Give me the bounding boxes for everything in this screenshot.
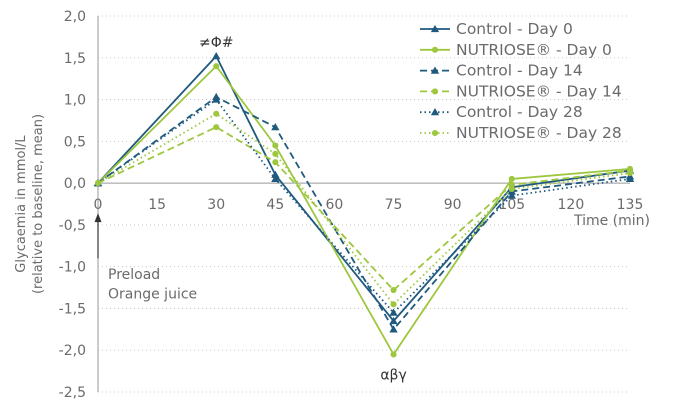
data-point <box>272 142 279 149</box>
series-path <box>97 96 631 331</box>
legend-item: NUTRIOSE® - Day 28 <box>420 124 622 142</box>
y-tick-labels: 2,0 1,5 1,0 0,5 0,0 -0,5 -1,0 -1,5 -2,0 -2,5 <box>59 9 86 401</box>
y-tick-label: -2,5 <box>59 385 86 401</box>
data-point <box>213 124 220 131</box>
x-tick-label: 120 <box>558 197 585 213</box>
y-axis-label-line1: Glycaemia in mmol/L <box>14 135 29 273</box>
y-axis-label: Glycaemia in mmol/L (relative to baselin… <box>14 114 46 294</box>
data-point <box>390 351 397 358</box>
data-point <box>212 51 221 60</box>
x-tick-label: 30 <box>207 197 225 213</box>
y-tick-label: -1,0 <box>59 260 86 276</box>
data-point <box>430 66 440 74</box>
data-point <box>213 110 220 117</box>
series-lines <box>93 51 635 358</box>
grid-lines <box>98 15 630 393</box>
x-tick-label: 90 <box>444 197 462 213</box>
data-point <box>212 95 221 103</box>
legend-label: Control - Day 14 <box>456 62 583 80</box>
legend-label: Control - Day 28 <box>456 103 583 121</box>
y-tick-label: 1,0 <box>64 93 86 109</box>
y-tick-label: 0,5 <box>64 134 86 150</box>
x-tick-label: 15 <box>148 197 166 213</box>
data-point <box>625 174 635 183</box>
series-line <box>94 124 634 294</box>
x-tick-label: 0 <box>94 197 103 213</box>
x-tick-label: 60 <box>326 197 344 213</box>
data-point <box>271 122 280 131</box>
y-axis-label-line2: (relative to baseline, mean) <box>31 114 46 294</box>
series-path <box>97 126 631 291</box>
x-tick-label: 45 <box>266 197 284 213</box>
data-point <box>271 174 280 183</box>
data-point <box>431 129 439 137</box>
series-path <box>97 65 631 356</box>
data-point <box>626 170 634 177</box>
data-point <box>508 175 515 182</box>
legend-item: Control - Day 14 <box>420 62 583 80</box>
x-tick-label: 75 <box>385 197 403 213</box>
series-path <box>97 55 631 322</box>
data-point <box>431 88 439 95</box>
x-tick-label: 135 <box>617 197 644 213</box>
legend-label: NUTRIOSE® - Day 0 <box>456 41 612 59</box>
legend-label: Control - Day 0 <box>456 20 573 38</box>
legend-item: NUTRIOSE® - Day 14 <box>420 82 622 100</box>
legend-label: NUTRIOSE® - Day 14 <box>456 82 622 100</box>
x-tick-label: 105 <box>498 197 525 213</box>
y-tick-label: 1,5 <box>64 51 86 67</box>
y-tick-label: 0,0 <box>64 176 86 192</box>
data-point <box>272 159 279 166</box>
data-point <box>431 46 439 53</box>
data-point <box>508 185 515 193</box>
x-axis-label: Time (min) <box>573 213 650 229</box>
data-point <box>272 150 279 157</box>
legend-label: NUTRIOSE® - Day 28 <box>456 124 622 142</box>
data-point <box>390 287 397 294</box>
series-line <box>94 110 634 308</box>
data-point <box>271 170 280 178</box>
y-tick-label: -2,0 <box>59 343 86 359</box>
series-path <box>97 98 631 314</box>
data-point <box>94 180 102 187</box>
preload-arrow-head <box>94 213 102 223</box>
legend: Control - Day 0 NUTRIOSE® - Day 0 Control … <box>420 20 622 142</box>
y-tick-label: -1,5 <box>59 301 86 317</box>
preload-label: Preload <box>108 267 160 283</box>
orange-juice-label: Orange juice <box>108 286 197 302</box>
legend-item: Control - Day 28 <box>420 103 583 121</box>
data-point <box>389 308 398 316</box>
peak-significance-label: ≠Φ# <box>199 35 233 51</box>
legend-item: NUTRIOSE® - Day 0 <box>420 41 612 59</box>
data-point <box>213 63 220 70</box>
y-tick-label: -0,5 <box>59 218 86 234</box>
data-point <box>389 325 398 333</box>
data-point <box>390 301 397 308</box>
series-path <box>97 112 631 306</box>
annotations: ≠Φ# αβγ Preload Orange juice <box>94 35 407 383</box>
data-point <box>389 316 398 325</box>
data-point <box>507 191 516 199</box>
data-point <box>430 24 440 33</box>
trough-significance-label: αβγ <box>380 367 406 383</box>
x-tick-labels: 0 15 30 45 60 75 90 105 120 135 <box>94 197 644 213</box>
y-tick-label: 2,0 <box>64 9 86 25</box>
legend-item: Control - Day 0 <box>420 20 573 38</box>
data-point <box>430 108 440 116</box>
